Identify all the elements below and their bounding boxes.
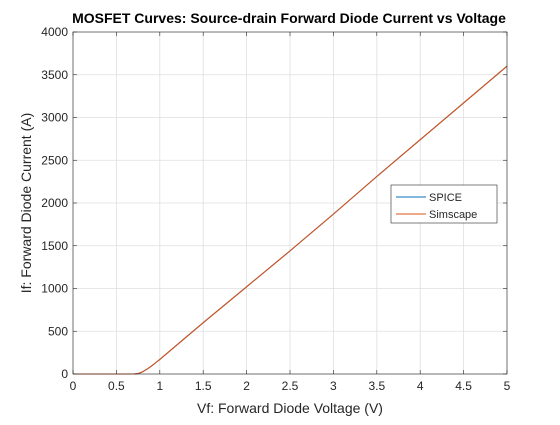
y-tick-label: 2000 — [41, 196, 68, 210]
x-tick-label: 1.5 — [195, 379, 212, 393]
y-tick-label: 1000 — [41, 282, 68, 296]
x-tick-label: 4.5 — [455, 379, 472, 393]
x-tick-label: 4 — [417, 379, 424, 393]
y-tick-label: 3500 — [41, 68, 68, 82]
legend-box — [390, 184, 498, 224]
x-tick-label: 3.5 — [368, 379, 385, 393]
legend-label-spice: SPICE — [429, 192, 462, 204]
y-tick-label: 2500 — [41, 153, 68, 167]
x-tick-label: 0.5 — [108, 379, 125, 393]
y-tick-label: 3000 — [41, 111, 68, 125]
y-tick-labels: 0 500 1000 1500 2000 2500 3000 3500 4000 — [41, 25, 68, 381]
x-tick-label: 0 — [70, 379, 77, 393]
legend-entries: SPICE Simscape — [396, 192, 477, 221]
x-axis-label: Vf: Forward Diode Voltage (V) — [197, 400, 383, 416]
x-tick-label: 1 — [156, 379, 163, 393]
x-tick-label: 3 — [330, 379, 337, 393]
x-tick-label: 2 — [243, 379, 250, 393]
x-tick-label: 5 — [504, 379, 511, 393]
y-tick-label: 4000 — [41, 25, 68, 39]
y-tick-label: 1500 — [41, 239, 68, 253]
legend[interactable]: SPICE Simscape — [390, 184, 498, 224]
x-tick-labels: 0 0.5 1 1.5 2 2.5 3 3.5 4 4.5 5 — [70, 379, 511, 393]
chart-title: MOSFET Curves: Source-drain Forward Diod… — [72, 10, 506, 26]
ticks — [72, 31, 508, 375]
x-tick-label: 2.5 — [282, 379, 299, 393]
y-tick-label: 500 — [48, 324, 68, 338]
legend-label-simscape: Simscape — [429, 209, 477, 221]
y-tick-label: 0 — [61, 367, 68, 381]
y-axis-label: If: Forward Diode Current (A) — [18, 113, 34, 294]
